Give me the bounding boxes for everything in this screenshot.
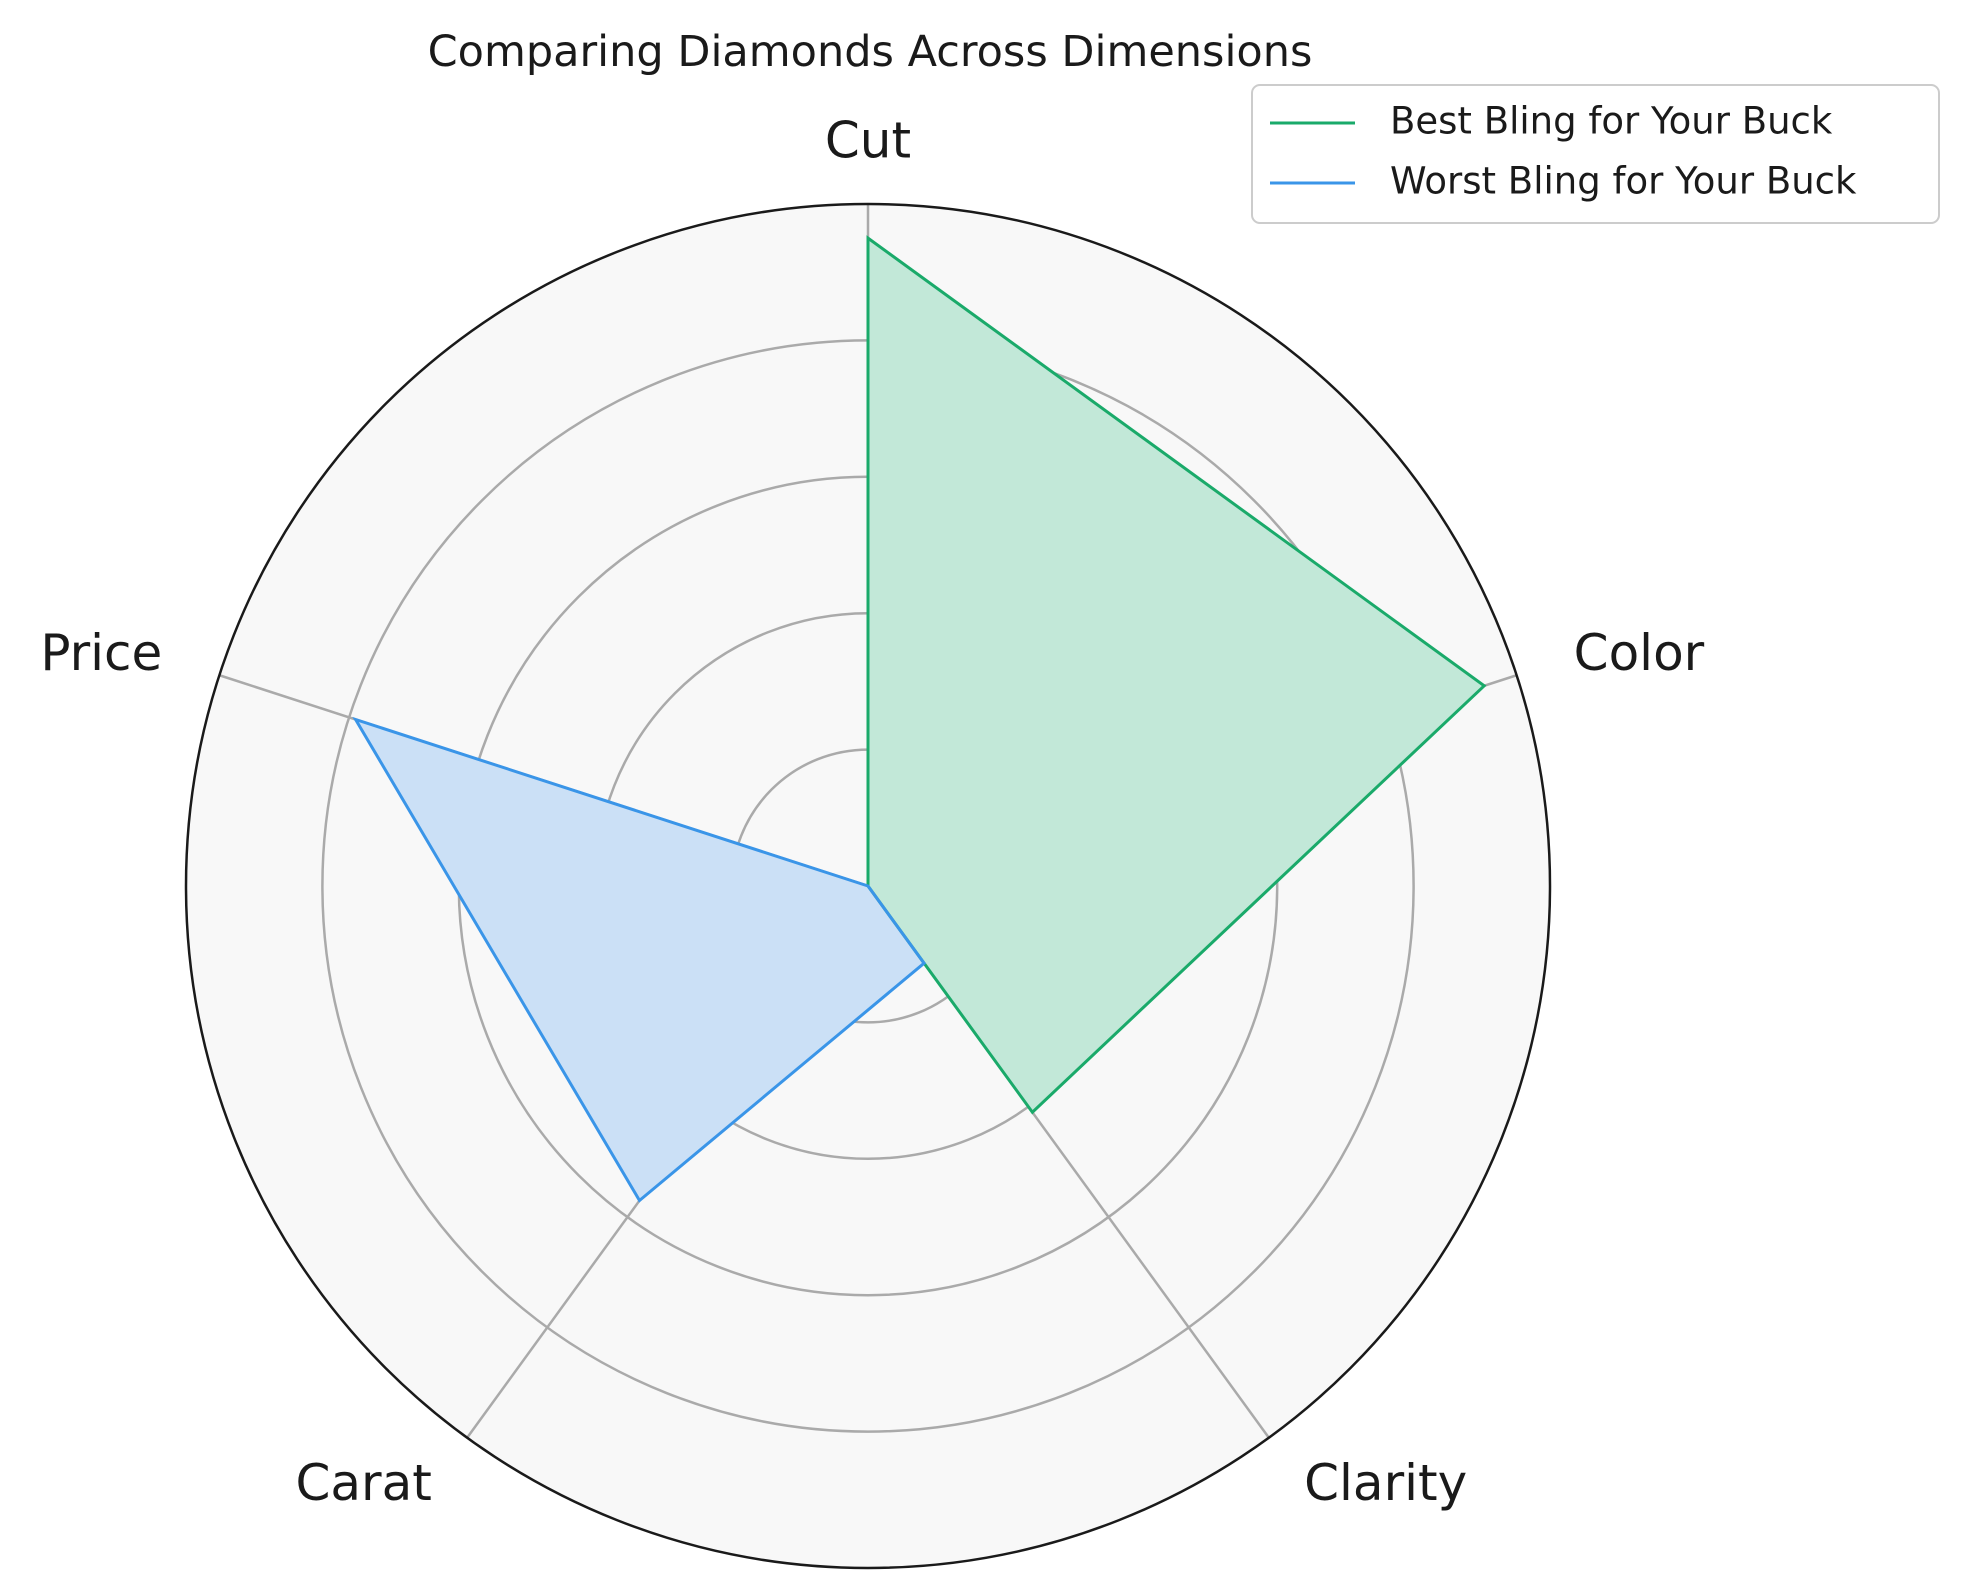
legend-label-2: Worst Bling for Your Buck xyxy=(1390,160,1857,203)
axis-label-clarity: Clarity xyxy=(1304,1454,1467,1512)
axis-label-carat: Carat xyxy=(296,1454,432,1512)
axis-label-price: Price xyxy=(40,624,162,682)
axis-label-color: Color xyxy=(1574,624,1705,682)
legend-label-1: Best Bling for Your Buck xyxy=(1390,100,1833,143)
axis-label-cut: Cut xyxy=(825,112,911,170)
legend: Best Bling for Your Buck Worst Bling for … xyxy=(1252,85,1939,223)
chart-title: Comparing Diamonds Across Dimensions xyxy=(428,27,1313,77)
